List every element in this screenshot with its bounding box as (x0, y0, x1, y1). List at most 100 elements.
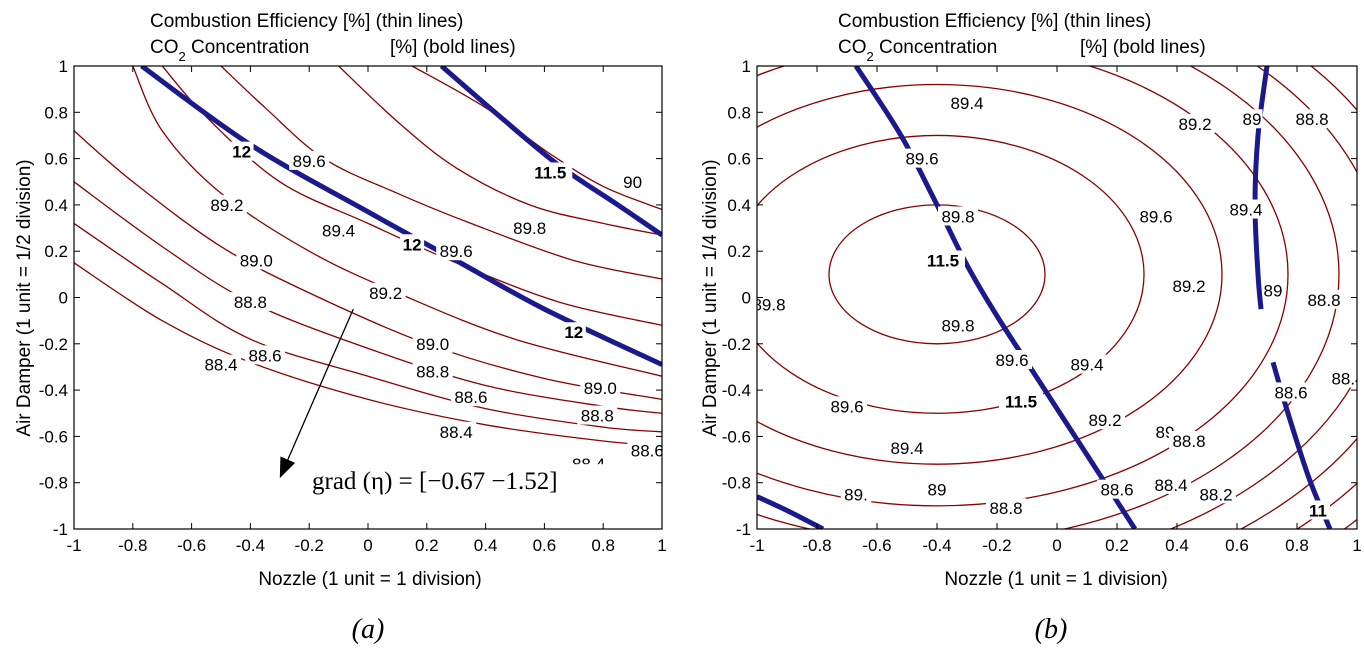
contour-label-bg (926, 479, 948, 499)
x-tick-label: -0.2 (295, 536, 324, 555)
efficiency-contour-88-6 (1239, 66, 1357, 529)
contour-label-bg (1169, 275, 1209, 295)
contour-label-bg (887, 437, 927, 457)
contour-label-bg (365, 282, 406, 302)
y-tick-label: -0.2 (39, 335, 68, 354)
x-tick-label: 0.4 (1165, 536, 1189, 555)
panel-b-title-co: CO (838, 37, 867, 58)
efficiency-contour-label: 89.2 (369, 284, 402, 303)
contour-label-bg (206, 194, 247, 214)
contour-label-bg (627, 440, 662, 460)
panel-a-title-line1: Combustion Efficiency [%] (thin lines) (150, 11, 463, 32)
contour-label-bg (1085, 410, 1125, 430)
co2-label-bg (561, 322, 586, 342)
contour-label-bg (938, 315, 978, 335)
x-tick-label: 0.6 (533, 536, 557, 555)
efficiency-contour-88-8 (74, 181, 662, 414)
contour-label-bg (902, 148, 942, 168)
contour-label-bg (318, 220, 359, 240)
x-tick-label: -0.8 (118, 536, 147, 555)
contour-label-bg (1292, 109, 1332, 129)
efficiency-contour-label: 89 (1243, 110, 1262, 129)
x-tick-label: 0.6 (1225, 536, 1249, 555)
efficiency-contour-label: 90 (623, 173, 642, 192)
panel-b-title-unit: [%] (bold lines) (1080, 37, 1206, 58)
efficiency-contour-label: 89.6 (995, 351, 1028, 370)
contour-label-bg (840, 484, 872, 504)
y-tick-label: -1 (53, 520, 68, 539)
contour-label-bg (1067, 354, 1107, 374)
efficiency-contour-label: 88.4 (204, 356, 237, 375)
contour-label-bg (1175, 113, 1215, 133)
contour-label-bg (1328, 368, 1357, 388)
contour-label-bg (1241, 109, 1263, 129)
contour-label-bg (992, 350, 1032, 370)
y-tick-label: -0.6 (39, 427, 68, 446)
co2-label-bg (1306, 500, 1330, 520)
y-tick-label: 0.2 (44, 242, 68, 261)
efficiency-contour-label: 89 (1264, 282, 1283, 301)
gradient-text-bg (308, 464, 660, 499)
panel-a-label-letter: a (361, 614, 375, 645)
efficiency-contour-89 (757, 66, 1340, 529)
contour-label-bg (580, 377, 621, 397)
y-tick-label: -0.8 (39, 474, 68, 493)
efficiency-contour-label: 88.8 (234, 293, 267, 312)
efficiency-contour-label: 89.0 (416, 335, 449, 354)
panel-b-plot: 89.4 89.6 89.8 89.6 89.4 89.2 89 88.8 89.8 89.8 89… (722, 57, 1362, 555)
efficiency-contour-label: 89.8 (941, 207, 974, 226)
co2-contour-11-5 (853, 66, 1138, 529)
y-tick-label: -0.8 (722, 474, 751, 493)
panel-b-title-rest: Concentration (874, 37, 998, 58)
efficiency-contour-label: 89.6 (1139, 207, 1172, 226)
efficiency-contour-label: 89.4 (890, 439, 923, 458)
panel-a: Combustion Efficiency [%] (thin lines) C… (14, 11, 667, 645)
efficiency-contour-89-6 (757, 134, 1145, 414)
y-tick-label: 0.2 (727, 242, 751, 261)
x-tick-label: -0.8 (802, 536, 831, 555)
y-tick-label: 1 (59, 57, 68, 76)
contour-label-bg (577, 405, 618, 425)
efficiency-contour-89-8 (828, 204, 1046, 345)
panel-a-contours: 90 89.8 89.6 89.6 89.4 89.2 89.2 89.0 89.0 89.0 88… (74, 66, 662, 474)
co2-contour-11 (1252, 66, 1270, 310)
efficiency-contour-label: 88.6 (249, 346, 282, 365)
panel-b-xlabel: Nozzle (1 unit = 1 division) (944, 569, 1167, 590)
panel-b-contours: 89.4 89.6 89.8 89.6 89.4 89.2 89 88.8 89.8 89.8 89… (757, 66, 1357, 529)
efficiency-contour-label: 89.4 (322, 221, 355, 240)
efficiency-contour-label: 89.6 (830, 397, 863, 416)
contour-label-bg (757, 294, 789, 314)
y-tick-label: 0.4 (727, 196, 751, 215)
panel-b-label-letter: b (1044, 614, 1058, 645)
efficiency-contour-label: 88.8 (1172, 432, 1205, 451)
x-tick-label: -0.6 (862, 536, 891, 555)
x-tick-label: 0.8 (591, 536, 615, 555)
co2-contour-label: 12 (564, 323, 583, 342)
contour-label-bg (827, 396, 867, 416)
efficiency-contour-label: 89.4 (1070, 356, 1103, 375)
gradient-arrow-head (279, 456, 296, 479)
efficiency-contour-88-4 (74, 262, 662, 447)
y-tick-label: 0.6 (44, 150, 68, 169)
efficiency-contour-label: 89.6 (440, 242, 473, 261)
co2-label-bg (528, 162, 573, 182)
y-tick-label: 1 (742, 57, 751, 76)
x-tick-label: -0.2 (982, 536, 1011, 555)
contour-label-bg (509, 218, 550, 238)
efficiency-contour-89-8 (338, 66, 662, 236)
efficiency-contour-label: 88.8 (581, 407, 614, 426)
panel-b: Combustion Efficiency [%] (thin lines) C… (700, 11, 1362, 645)
co2-label-bg (999, 391, 1043, 411)
contour-label-bg (1262, 280, 1284, 300)
efficiency-contour-label: 88.6 (454, 388, 487, 407)
co2-label-bg (400, 234, 425, 254)
efficiency-contour-label: 88.8 (989, 499, 1022, 518)
panel-a-title-unit: [%] (bold lines) (390, 37, 516, 58)
efficiency-contour-label: 88.6 (1100, 481, 1133, 500)
panel-a-label: (a) (352, 614, 385, 645)
contour-label-bg (1151, 475, 1191, 495)
y-tick-label: 0.6 (727, 150, 751, 169)
efficiency-contour-89-2 (132, 66, 662, 377)
contour-label-bg (1169, 431, 1209, 451)
x-tick-label: 1 (657, 536, 666, 555)
